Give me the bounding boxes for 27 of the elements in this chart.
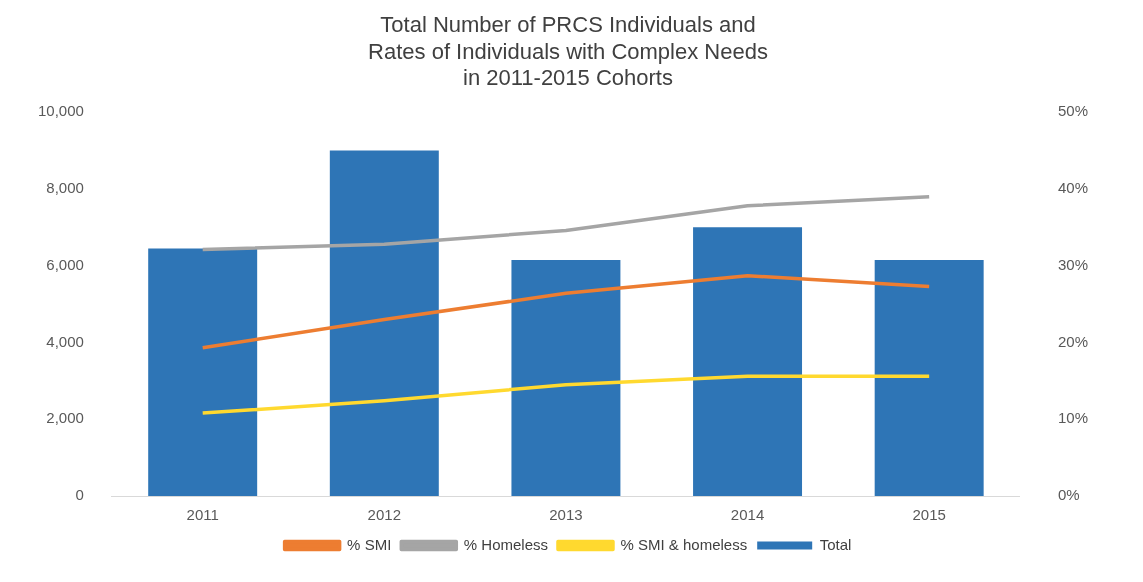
y2-tick-label: 0% [1057,486,1080,504]
legend-label: % Homeless [463,535,548,553]
bar [693,227,803,496]
y2-tick-label: 40% [1057,179,1089,197]
bar [511,259,621,496]
x-tick-label: 2012 [367,506,401,524]
y-tick-label: 8,000 [46,179,84,197]
y-tick-label: 10,000 [37,102,84,120]
y2-tick-label: 50% [1057,102,1089,120]
x-tick-label: 2011 [186,506,219,524]
bar [329,150,439,496]
x-tick-label: 2014 [730,506,765,524]
chart-title: Total Number of PRCS Individuals and Rates of Individuals with Complex Needs in 2011-2015 Cohorts [368,12,768,91]
bar [148,248,258,496]
legend-label: % SMI & homeless [620,535,748,553]
y2-tick-label: 30% [1057,255,1089,273]
legend-label: Total [819,535,852,553]
y2-tick-label: 20% [1057,332,1089,350]
y-tick-label: 4,000 [46,332,84,350]
legend-label: % SMI [347,535,392,553]
x-tick-label: 2015 [912,506,946,524]
y-tick-label: 2,000 [46,409,84,427]
y2-tick-label: 10% [1057,409,1089,427]
y-tick-label: 6,000 [46,255,84,273]
y-tick-label: 0 [75,486,84,504]
x-tick-label: 2013 [549,506,583,524]
bar [874,259,984,496]
